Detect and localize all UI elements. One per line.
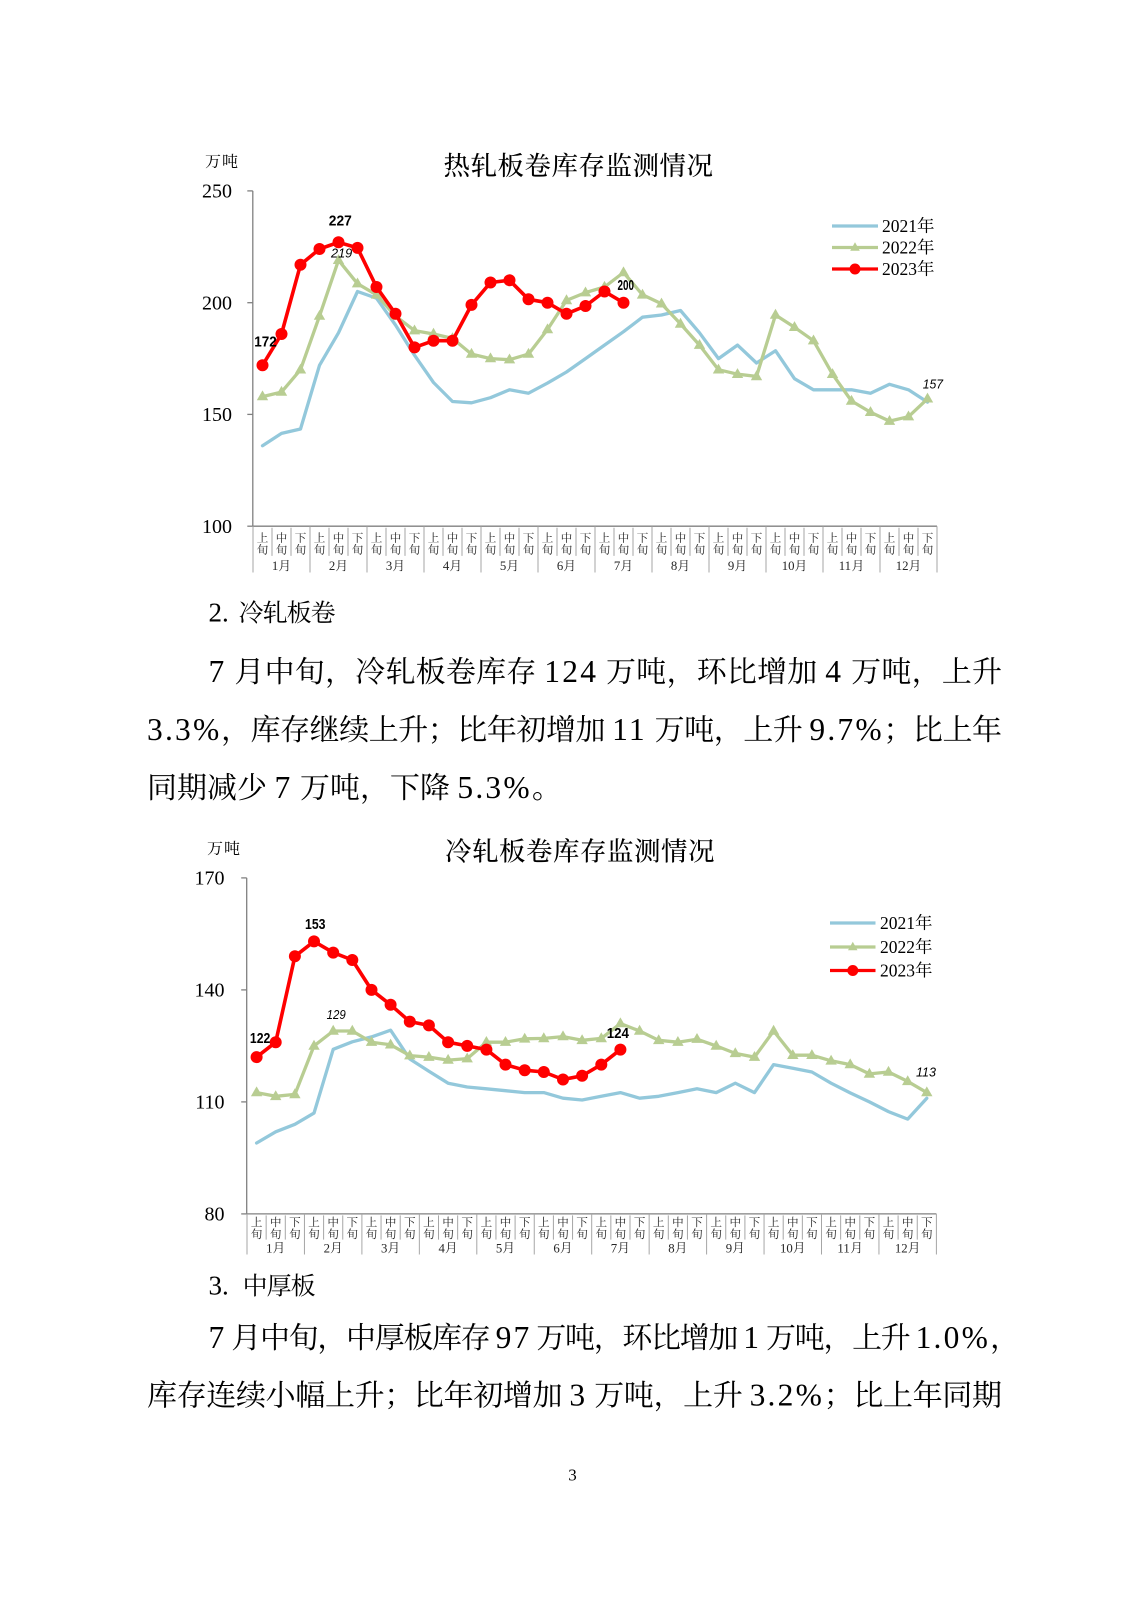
svg-text:8: 8 [671, 559, 677, 573]
svg-text:3: 3 [569, 1378, 587, 1413]
svg-text:2.: 2. [209, 597, 229, 627]
svg-text:10: 10 [782, 559, 795, 573]
svg-text:1: 1 [272, 559, 278, 573]
svg-text:2: 2 [329, 559, 335, 573]
svg-text:97: 97 [496, 1320, 532, 1355]
svg-text:124: 124 [544, 654, 598, 689]
svg-text:113: 113 [916, 1065, 936, 1079]
svg-text:3.2%: 3.2% [750, 1378, 824, 1413]
svg-text:11: 11 [839, 559, 851, 573]
svg-text:2: 2 [324, 1241, 330, 1255]
svg-text:1.0%: 1.0% [916, 1320, 990, 1355]
svg-text:4: 4 [439, 1241, 446, 1255]
svg-text:7: 7 [611, 1241, 618, 1255]
svg-text:2023: 2023 [880, 960, 915, 980]
svg-text:122: 122 [250, 1030, 271, 1047]
svg-text:153: 153 [305, 916, 326, 933]
svg-text:200: 200 [618, 277, 635, 294]
svg-text:110: 110 [195, 1092, 224, 1114]
svg-text:124: 124 [607, 1025, 630, 1042]
svg-text:100: 100 [202, 516, 232, 538]
svg-text:2022: 2022 [882, 237, 917, 257]
svg-text:8: 8 [668, 1241, 674, 1255]
svg-text:219: 219 [330, 246, 352, 260]
svg-text:2021: 2021 [880, 913, 915, 933]
svg-text:80: 80 [205, 1204, 225, 1226]
svg-text:3: 3 [568, 1466, 577, 1485]
svg-text:250: 250 [202, 181, 232, 203]
svg-text:7: 7 [275, 770, 293, 805]
svg-text:1: 1 [743, 1320, 761, 1355]
svg-text:6: 6 [553, 1241, 560, 1255]
svg-text:10: 10 [780, 1241, 793, 1255]
svg-text:3: 3 [381, 1241, 387, 1255]
svg-text:140: 140 [195, 980, 225, 1002]
svg-text:6: 6 [557, 559, 564, 573]
svg-text:9: 9 [726, 1241, 732, 1255]
svg-text:3: 3 [386, 559, 392, 573]
svg-text:3.: 3. [209, 1271, 229, 1301]
svg-text:11: 11 [837, 1241, 849, 1255]
svg-text:3.3%: 3.3% [147, 712, 221, 747]
svg-text:227: 227 [329, 212, 352, 229]
svg-text:9.7%: 9.7% [809, 712, 883, 747]
svg-text:2022: 2022 [880, 937, 915, 957]
svg-text:11: 11 [612, 712, 647, 747]
svg-text:4: 4 [443, 559, 450, 573]
svg-text:5.3%: 5.3% [457, 770, 531, 805]
svg-text:200: 200 [202, 292, 232, 314]
svg-text:2023: 2023 [882, 259, 917, 279]
svg-text:5: 5 [496, 1241, 502, 1255]
svg-text:12: 12 [895, 1241, 908, 1255]
svg-text:2021: 2021 [882, 216, 917, 236]
svg-text:7: 7 [209, 654, 227, 689]
svg-text:1: 1 [266, 1241, 272, 1255]
svg-text:150: 150 [202, 404, 232, 426]
svg-text:9: 9 [728, 559, 734, 573]
svg-text:172: 172 [254, 334, 276, 351]
svg-text:129: 129 [327, 1008, 346, 1022]
svg-text:7: 7 [614, 559, 621, 573]
svg-text:170: 170 [195, 868, 225, 890]
svg-text:7: 7 [209, 1320, 227, 1355]
svg-text:4: 4 [825, 654, 843, 689]
svg-text:5: 5 [500, 559, 506, 573]
svg-text:157: 157 [923, 378, 944, 392]
svg-text:12: 12 [896, 559, 909, 573]
